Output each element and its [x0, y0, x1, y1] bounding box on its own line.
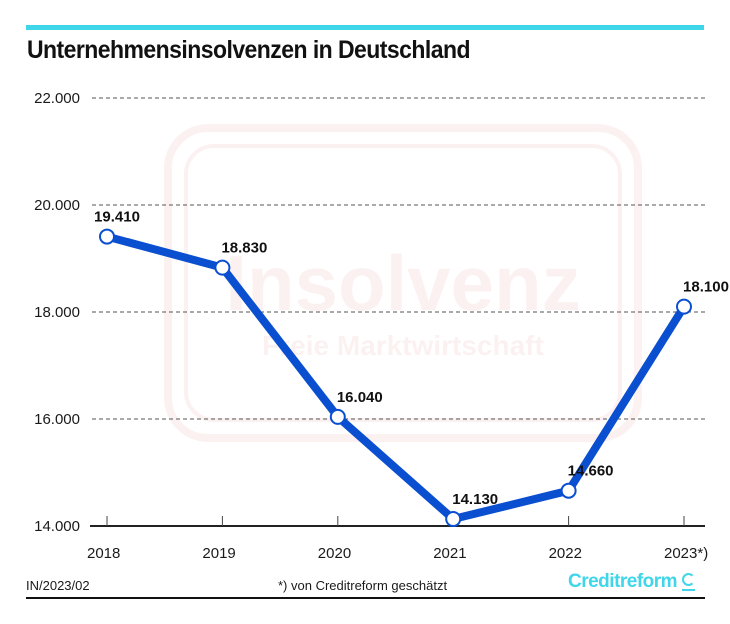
y-tick-label: 14.000 [34, 518, 80, 535]
data-point [99, 228, 115, 245]
x-tick-label: 2022 [549, 545, 582, 562]
data-label: 19.410 [94, 209, 140, 226]
creditreform-c-icon [682, 573, 696, 593]
watermark-sign-inner-border [184, 144, 622, 422]
watermark-sign-text: Insolvenz [225, 239, 580, 327]
x-tick-label: 2018 [87, 545, 120, 562]
data-label: 14.660 [568, 463, 614, 480]
y-tick-label: 20.000 [34, 197, 80, 214]
creditreform-logo: Creditreform [568, 571, 696, 593]
watermark-sign-border [164, 124, 642, 442]
data-label: 16.040 [337, 389, 383, 406]
chart-title: Unternehmensinsolvenzen in Deutschland [27, 36, 471, 64]
y-tick-label: 22.000 [34, 90, 80, 107]
data-label: 14.130 [452, 491, 498, 508]
data-label: 18.830 [221, 240, 267, 257]
accent-bar [26, 25, 704, 30]
series-line [103, 232, 688, 524]
data-point [676, 298, 692, 315]
x-tick-label: 2019 [202, 545, 235, 562]
data-point [214, 259, 231, 276]
x-tick-label: 2021 [433, 545, 466, 562]
y-tick-label: 16.000 [34, 411, 80, 428]
x-tick-label: 2020 [318, 545, 351, 562]
logo-text: Creditreform [568, 571, 678, 592]
y-tick-label: 18.000 [34, 304, 80, 321]
publication-code: IN/2023/02 [26, 578, 90, 593]
data-label: 18.100 [683, 279, 729, 296]
watermark-sign-subtext: Freie Marktwirtschaft [262, 330, 544, 361]
data-point [329, 408, 346, 425]
footer-divider [26, 597, 705, 599]
estimate-footnote: *) von Creditreform geschätzt [278, 578, 448, 593]
x-tick-label: 2023*) [664, 545, 708, 562]
data-point [445, 511, 462, 528]
data-point [560, 482, 577, 499]
